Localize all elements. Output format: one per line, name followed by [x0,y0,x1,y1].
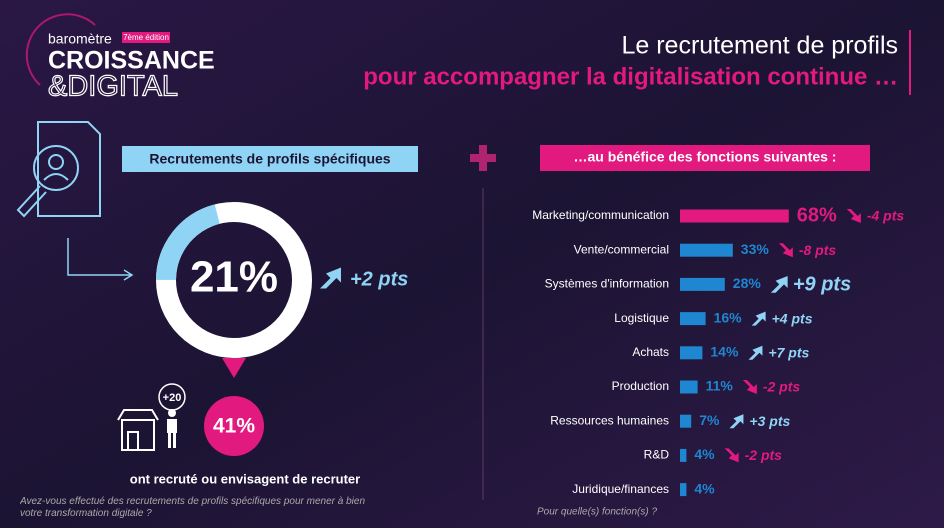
connector [67,238,134,281]
value-label: 4% [694,446,715,462]
plus-sign [470,145,496,171]
bar [680,312,706,326]
category-label: Achats [632,345,669,359]
bar [680,483,687,497]
bar [680,448,687,462]
person-icon [167,409,177,448]
change-arrow [770,276,788,293]
left-heading-box [122,146,418,172]
edition-badge [122,32,170,43]
category-label: Production [612,379,669,393]
value-label: 11% [706,378,734,394]
sub-value: 41% [213,415,255,438]
change-label: -8 pts [799,242,837,258]
subtitle: pour accompagner la digitalisation conti… [363,63,898,90]
change-arrow [751,311,766,326]
shop-icon [117,409,159,451]
donut-arc [156,204,221,281]
change-arrow [846,209,861,223]
change-arrow [778,243,793,258]
change-label: -2 pts [745,447,783,463]
sub-caption: ont recruté ou envisagent de recruter [130,471,360,486]
value-label: 4% [694,480,715,496]
right-heading: …au bénéfice des fonctions suivantes : [574,149,837,165]
change-arrow [724,448,739,463]
category-label: Logistique [614,311,669,325]
category-label: Systèmes d'information [545,277,669,291]
brand-line2: &DIGITAL [48,71,178,103]
title: Le recrutement de profils [621,32,898,60]
brand-line1: CROISSANCE [48,47,215,75]
logo-arc [25,13,96,86]
sub-value-circle [204,396,264,456]
bar [680,209,789,223]
change-arrow [748,345,763,360]
bar [680,243,733,257]
category-label: Marketing/communication [532,208,669,222]
donut-track [156,202,312,358]
value-label: 33% [741,241,770,257]
donut-value: 21% [190,253,278,302]
value-label: 7% [699,412,720,428]
bar [680,346,703,360]
change-label: +3 pts [749,413,790,429]
edition: 7ème édition [123,33,169,42]
donut-change: +2 pts [350,268,408,290]
change-label: -4 pts [867,208,905,224]
change-arrow [320,267,341,289]
category-label: R&D [644,448,670,462]
right-question: Pour quelle(s) fonction(s) ? [537,507,657,518]
badge-ring [158,383,186,411]
right-heading-box [540,145,870,171]
brand-small: baromètre [48,31,112,47]
value-label: 16% [714,309,743,325]
value-label: 14% [710,344,739,360]
sub-badge: +20 [163,392,182,404]
left-question-box: Avez-vous effectué des recrutements de p… [20,496,365,519]
search-icon [16,121,101,218]
change-label: +4 pts [772,310,813,326]
bar [680,414,692,428]
left-question: Avez-vous effectué des recrutements de p… [20,496,365,519]
change-label: +9 pts [793,274,851,296]
value-label: 28% [733,275,762,291]
category-label: Juridique/finances [572,482,669,496]
bar [680,380,698,394]
change-arrow [729,414,744,429]
bar [680,277,725,291]
change-arrow [742,380,757,394]
value-label: 68% [797,204,837,226]
pointer [222,358,246,378]
left-heading: Recrutements de profils spécifiques [149,151,390,167]
change-label: +7 pts [768,345,809,361]
category-label: Ressources humaines [550,413,669,427]
change-label: -2 pts [763,379,801,395]
category-label: Vente/commercial [574,242,669,256]
